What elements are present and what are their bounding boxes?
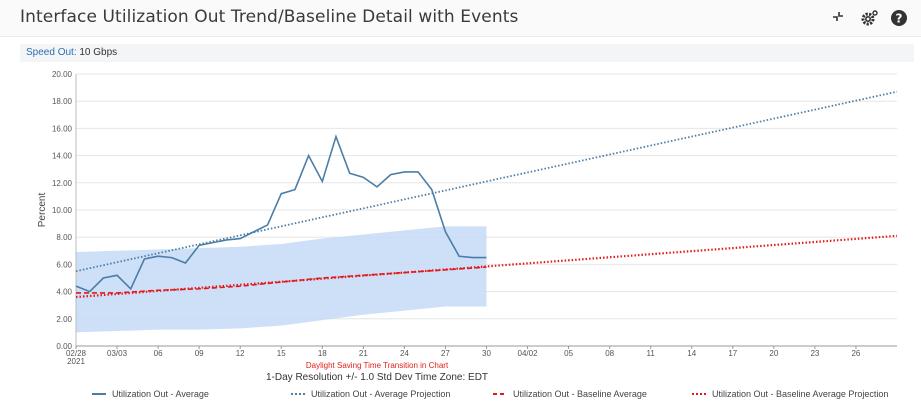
help-icon[interactable]: ? [888, 7, 910, 29]
header: Interface Utilization Out Trend/Baseline… [0, 0, 921, 37]
y-tick-label: 8.00 [56, 233, 72, 242]
x-tick-label: 09 [195, 349, 204, 358]
x-tick-sublabel: 2021 [67, 357, 85, 366]
x-tick-label: 23 [810, 349, 819, 358]
legend-label: Utilization Out - Average Projection [311, 389, 451, 399]
x-tick-label: 12 [236, 349, 245, 358]
y-tick-label: 4.00 [56, 288, 72, 297]
x-tick-label: 08 [605, 349, 614, 358]
legend-item-baseline-average[interactable]: Utilization Out - Baseline Average [493, 389, 647, 399]
x-tick-label: 02/28 [66, 349, 87, 358]
y-tick-label: 0.00 [56, 342, 72, 351]
x-tick-label: 18 [318, 349, 327, 358]
series-line-average-projection [75, 90, 898, 273]
series-line-baseline-average [76, 266, 487, 294]
x-tick-label: 15 [277, 349, 286, 358]
x-tick-label: 04/02 [518, 349, 539, 358]
x-tick-label: 03/03 [107, 349, 128, 358]
y-tick-label: 20.00 [52, 70, 73, 79]
std-dev-band [76, 226, 487, 333]
legend-label: Utilization Out - Baseline Average [513, 389, 647, 399]
x-tick-label: 14 [687, 349, 696, 358]
page-title: Interface Utilization Out Trend/Baseline… [20, 7, 519, 27]
x-tick-label: 11 [647, 349, 656, 358]
speed-out-label: Speed Out: [26, 47, 77, 58]
y-tick-label: 12.00 [52, 179, 73, 188]
y-axis-title: Percent [37, 193, 48, 228]
y-tick-label: 18.00 [52, 97, 73, 106]
legend-item-average-projection[interactable]: Utilization Out - Average Projection [291, 389, 450, 399]
y-tick-label: 6.00 [56, 260, 72, 269]
legend-item-average[interactable]: Utilization Out - Average [92, 389, 209, 399]
series-line-average [75, 134, 487, 293]
legend-label: Utilization Out - Average [112, 389, 209, 399]
x-tick-label: 06 [154, 349, 163, 358]
y-tick-label: 10.00 [52, 206, 73, 215]
svg-text:?: ? [896, 12, 903, 26]
x-tick-label: 27 [441, 349, 450, 358]
legend-item-baseline-projection[interactable]: Utilization Out - Baseline Average Proje… [692, 389, 888, 399]
chart-legend: Utilization Out - Average Utilization Ou… [0, 388, 921, 404]
settings-icon[interactable] [858, 7, 880, 29]
x-tick-label: 17 [728, 349, 737, 358]
dst-annotation: Daylight Saving Time Transition in Chart [306, 361, 449, 370]
collapse-icon[interactable] [827, 7, 849, 29]
x-tick-label: 20 [769, 349, 778, 358]
speed-out-bar: Speed Out: 10 Gbps [20, 44, 914, 62]
y-tick-label: 2.00 [56, 315, 72, 324]
legend-label: Utilization Out - Baseline Average Proje… [712, 389, 889, 399]
y-tick-label: 16.00 [52, 124, 73, 133]
x-tick-label: 21 [359, 349, 368, 358]
x-tick-label: 24 [400, 349, 409, 358]
speed-out-value: 10 Gbps [76, 47, 118, 58]
x-tick-label: 26 [851, 349, 860, 358]
x-tick-label: 05 [564, 349, 573, 358]
series-line-baseline-projection [75, 234, 898, 299]
utilization-chart: 0.00 2.00 4.00 6.00 8.00 10.00 12.00 14.00 16.00… [37, 70, 898, 383]
x-tick-label: 30 [482, 349, 491, 358]
x-axis-title: 1-Day Resolution +/- 1.0 Std Dev Time Zo… [266, 372, 488, 383]
y-tick-label: 14.00 [52, 152, 73, 161]
